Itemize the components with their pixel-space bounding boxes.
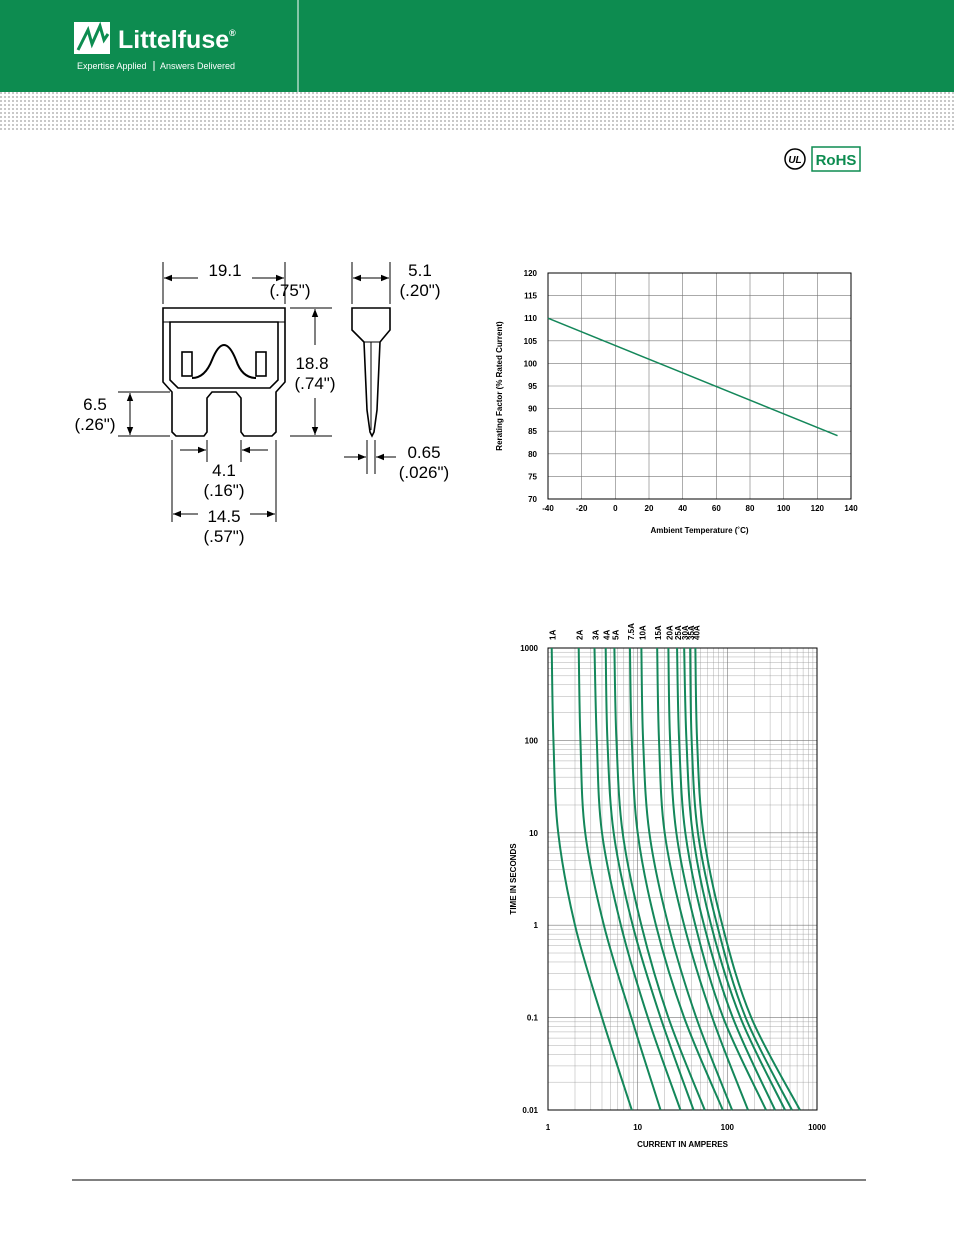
curve bbox=[577, 647, 662, 1111]
x-tick-label: 140 bbox=[844, 504, 858, 513]
curve bbox=[667, 647, 767, 1111]
series-label: 5A bbox=[611, 630, 620, 640]
series-label: 35A bbox=[687, 625, 696, 640]
curve bbox=[640, 647, 734, 1111]
dimension-value: 14.5 bbox=[207, 507, 240, 526]
dimensions: 19.1 (.75") 5.1(.20") 18.8(.74") 6.5(.26") 0.… bbox=[75, 261, 450, 546]
y-tick-label: 80 bbox=[528, 450, 537, 459]
curve bbox=[694, 647, 801, 1111]
y-tick-label: 105 bbox=[524, 337, 538, 346]
logo-icon bbox=[74, 21, 110, 54]
series-label: 15A bbox=[654, 625, 663, 640]
y-tick-label: 110 bbox=[524, 314, 537, 323]
plot-frame bbox=[547, 647, 818, 1111]
x-tick-label: 20 bbox=[645, 504, 654, 513]
tagline-left: Expertise Applied bbox=[77, 61, 147, 71]
dimension-value: 6.5 bbox=[83, 395, 107, 414]
series-label: 4A bbox=[603, 630, 612, 640]
y-axis-title: Rerating Factor (% Rated Current) bbox=[495, 321, 504, 451]
plot-frame bbox=[547, 272, 852, 500]
header-band bbox=[0, 0, 954, 92]
dimension-value: 4.1 bbox=[212, 461, 236, 480]
series-label: 3A bbox=[591, 630, 600, 640]
y-tick-label: 85 bbox=[528, 427, 537, 436]
brand-name: Littelfuse bbox=[118, 26, 229, 54]
x-tick-label: 40 bbox=[678, 504, 687, 513]
curve bbox=[683, 647, 786, 1111]
x-tick-label: 0 bbox=[613, 504, 618, 513]
dot-band bbox=[0, 92, 954, 132]
series-label: 40A bbox=[692, 625, 701, 640]
ul-text: UL bbox=[788, 155, 801, 166]
y-tick-label: 75 bbox=[528, 472, 537, 481]
x-tick-label: -20 bbox=[576, 504, 588, 513]
fuse-drawing bbox=[118, 262, 396, 522]
series-label: 25A bbox=[674, 625, 683, 640]
curve bbox=[593, 647, 682, 1111]
y-tick-label: 0.01 bbox=[522, 1106, 538, 1115]
x-tick-label: -40 bbox=[542, 504, 554, 513]
y-axis-title: TIME IN SECONDS bbox=[509, 843, 518, 915]
y-tick-label: 115 bbox=[524, 292, 537, 301]
x-tick-label: 1000 bbox=[808, 1123, 826, 1132]
curve bbox=[550, 647, 633, 1111]
y-tick-label: 10 bbox=[529, 829, 538, 838]
series-label: 1A bbox=[549, 630, 558, 640]
y-tick-label: 100 bbox=[524, 359, 538, 368]
curve bbox=[656, 647, 749, 1111]
dimension-inch: (.20") bbox=[400, 281, 441, 300]
curve bbox=[613, 647, 706, 1111]
y-tick-label: 95 bbox=[528, 382, 537, 391]
y-tick-label: 100 bbox=[525, 736, 539, 745]
x-axis-title: CURRENT IN AMPERES bbox=[637, 1140, 728, 1149]
x-axis-title: Ambient Temperature (˚C) bbox=[650, 526, 748, 535]
dimension-inch: (.026") bbox=[399, 463, 449, 482]
dimension-inch: (.75") bbox=[270, 281, 311, 300]
x-tick-label: 60 bbox=[712, 504, 721, 513]
series-label: 7.5A bbox=[627, 623, 636, 640]
series-label: 10A bbox=[638, 625, 647, 640]
curve bbox=[604, 647, 695, 1111]
rohs-badge bbox=[811, 146, 861, 172]
dimension-value: 19.1 bbox=[208, 261, 241, 280]
dimension-inch: (.74") bbox=[295, 374, 336, 393]
x-tick-label: 1 bbox=[546, 1123, 551, 1132]
dimension-value: 18.8 bbox=[295, 354, 328, 373]
y-tick-label: 0.1 bbox=[527, 1014, 539, 1023]
y-tick-label: 90 bbox=[528, 405, 537, 414]
curve bbox=[547, 317, 838, 437]
dimension-value: 0.65 bbox=[407, 443, 440, 462]
dimension-inch: (.26") bbox=[75, 415, 116, 434]
rohs-text: RoHS bbox=[816, 152, 857, 169]
curve bbox=[628, 647, 724, 1111]
y-tick-label: 1 bbox=[534, 921, 539, 930]
dimension-inch: (.57") bbox=[204, 527, 245, 546]
dimension-inch: (.16") bbox=[204, 481, 245, 500]
tagline-right: Answers Delivered bbox=[160, 61, 235, 71]
series-label: 2A bbox=[576, 630, 585, 640]
dimension-value: 5.1 bbox=[408, 261, 432, 280]
plot-area bbox=[548, 648, 817, 1110]
curve bbox=[676, 647, 776, 1111]
series-label: 20A bbox=[665, 625, 674, 640]
y-tick-label: 70 bbox=[528, 495, 537, 504]
x-tick-label: 100 bbox=[721, 1123, 735, 1132]
x-tick-label: 10 bbox=[633, 1123, 642, 1132]
ul-badge bbox=[784, 148, 806, 170]
series-label: 30A bbox=[681, 625, 690, 640]
y-tick-label: 120 bbox=[524, 269, 538, 278]
x-tick-label: 120 bbox=[811, 504, 825, 513]
brand: Littelfuse® bbox=[118, 26, 236, 54]
registered: ® bbox=[229, 28, 236, 38]
y-tick-label: 1000 bbox=[520, 644, 538, 653]
curve bbox=[689, 647, 793, 1111]
x-tick-label: 80 bbox=[746, 504, 755, 513]
x-tick-label: 100 bbox=[777, 504, 791, 513]
